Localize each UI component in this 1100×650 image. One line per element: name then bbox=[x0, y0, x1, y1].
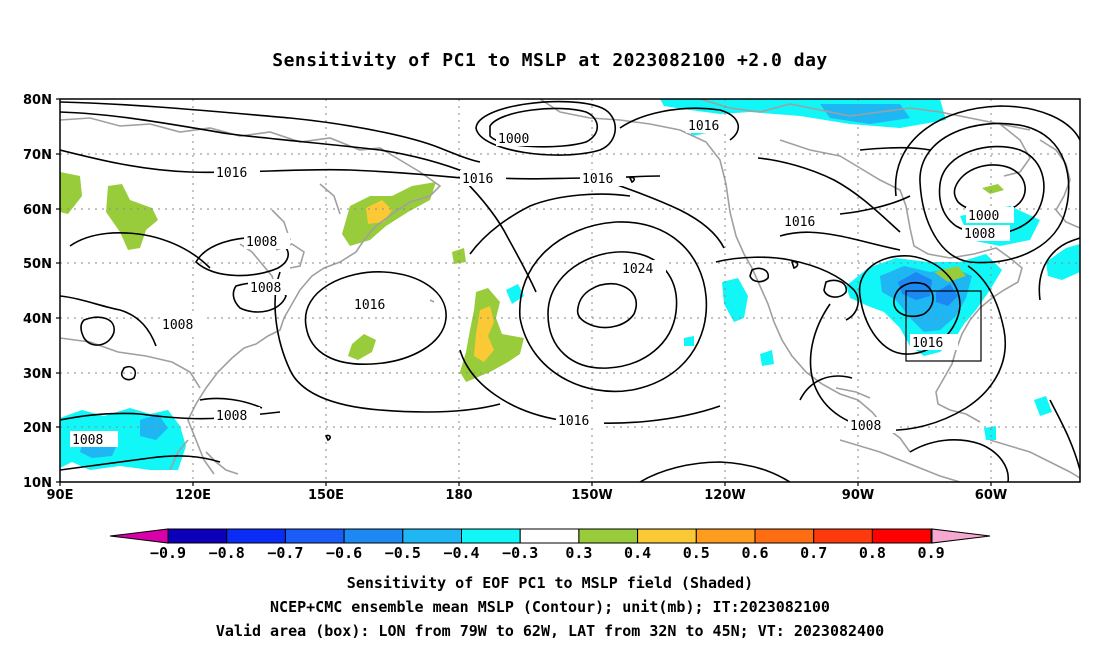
grid-lines bbox=[60, 99, 1080, 482]
colorbar-cell bbox=[813, 528, 873, 544]
caption-line-3: Valid area (box): LON from 79W to 62W, L… bbox=[215, 622, 885, 640]
contour-label: 1008 bbox=[216, 409, 247, 424]
shade-cyan bbox=[760, 350, 774, 366]
contour-label: 1008 bbox=[850, 419, 881, 434]
colorbar-cell bbox=[754, 528, 815, 544]
shade-cyan bbox=[1046, 244, 1080, 280]
colorbar-cell bbox=[461, 528, 521, 544]
lat-label: 80N bbox=[23, 93, 52, 108]
colorbar-cell bbox=[284, 528, 345, 544]
colorbar-tick-label: −0.6 bbox=[326, 544, 362, 562]
colorbar-cell bbox=[871, 528, 932, 544]
map-frame bbox=[59, 98, 1081, 483]
shade-cyan bbox=[684, 336, 694, 346]
contour-label: 1000 bbox=[498, 132, 529, 147]
contour-label: 1024 bbox=[622, 262, 653, 277]
contour-label: 1016 bbox=[558, 414, 589, 429]
lat-label: 50N bbox=[23, 257, 52, 272]
colorbar-right-arrow bbox=[931, 528, 991, 544]
lon-label: 90E bbox=[47, 488, 74, 503]
contour-label: 1008 bbox=[72, 433, 103, 448]
colorbar-tick-label: −0.7 bbox=[267, 544, 303, 562]
shade-cyan bbox=[984, 426, 996, 440]
contour-label: 1016 bbox=[784, 215, 815, 230]
latitude-labels: 80N 70N 60N 50N 40N 30N 20N 10N bbox=[23, 93, 52, 491]
contour-label: 1008 bbox=[964, 227, 995, 242]
colorbar-cell bbox=[226, 528, 286, 544]
lon-label: 120E bbox=[175, 488, 211, 503]
contour-label: 1008 bbox=[162, 318, 193, 333]
colorbar-cell bbox=[343, 528, 404, 544]
tick-marks bbox=[56, 98, 992, 486]
colorbar-left-arrow bbox=[109, 528, 169, 544]
colorbar-tick-label: 0.9 bbox=[918, 544, 945, 562]
contour-label-bg bbox=[70, 117, 1014, 447]
contour-label: 1000 bbox=[968, 209, 999, 224]
contour-label: 1016 bbox=[582, 172, 613, 187]
shade-blue bbox=[140, 414, 168, 440]
longitude-labels: 90E 120E 150E 180 150W 120W 90W 60W bbox=[47, 488, 1008, 503]
shade-green bbox=[452, 248, 466, 264]
contour-labels: 1000 1000 1008 1008 1008 1008 1008 1008 … bbox=[72, 119, 999, 448]
caption-line-2: NCEP+CMC ensemble mean MSLP (Contour); u… bbox=[270, 598, 830, 616]
colorbar-tick-label: −0.9 bbox=[150, 544, 186, 562]
contour-label: 1016 bbox=[688, 119, 719, 134]
colorbar-tick-label: 0.6 bbox=[741, 544, 768, 562]
colorbar-tick-label: −0.5 bbox=[385, 544, 421, 562]
sensitivity-shading bbox=[60, 99, 1080, 470]
shade-green bbox=[106, 184, 158, 250]
lon-label: 90W bbox=[842, 488, 874, 503]
contour-label: 1008 bbox=[246, 235, 277, 250]
valid-area-box bbox=[905, 290, 982, 362]
colorbar-cell bbox=[637, 528, 697, 544]
lat-label: 70N bbox=[23, 148, 52, 163]
colorbar-tick-label: −0.3 bbox=[502, 544, 538, 562]
colorbar-cell bbox=[519, 528, 580, 544]
lon-label: 150E bbox=[308, 488, 344, 503]
shade-green bbox=[60, 172, 82, 214]
contour-label: 1016 bbox=[462, 172, 493, 187]
lon-label: 120W bbox=[704, 488, 745, 503]
lon-label: 60W bbox=[975, 488, 1007, 503]
shade-cyan bbox=[506, 284, 524, 304]
shade-cyan bbox=[1034, 396, 1052, 416]
lat-label: 20N bbox=[23, 421, 52, 436]
chart-title: Sensitivity of PC1 to MSLP at 2023082100… bbox=[272, 50, 828, 71]
contour-label: 1016 bbox=[216, 166, 247, 181]
colorbar-tick-label: 0.5 bbox=[683, 544, 710, 562]
lat-label: 60N bbox=[23, 203, 52, 218]
colorbar-tick-label: −0.8 bbox=[209, 544, 245, 562]
shade-green bbox=[348, 334, 376, 360]
lon-label: 150W bbox=[571, 488, 612, 503]
lat-label: 10N bbox=[23, 476, 52, 491]
colorbar-cell bbox=[578, 528, 639, 544]
contour-label: 1016 bbox=[912, 336, 943, 351]
colorbar-tick-label: −0.4 bbox=[443, 544, 479, 562]
colorbar-tick-label: 0.8 bbox=[859, 544, 886, 562]
colorbar-tick-label: 0.4 bbox=[624, 544, 651, 562]
contour-label: 1016 bbox=[354, 298, 385, 313]
shade-cyan bbox=[722, 278, 748, 322]
coastlines bbox=[60, 99, 1080, 482]
shade-medblue bbox=[936, 284, 958, 306]
colorbar-cell bbox=[167, 528, 228, 544]
contour-label: 1008 bbox=[250, 281, 281, 296]
lon-label: 180 bbox=[445, 488, 472, 503]
colorbar: −0.9 −0.8 −0.7 −0.6 −0.5 −0.4 −0.3 0.3 0.4 0.5 0.6… bbox=[109, 528, 991, 562]
lat-label: 30N bbox=[23, 367, 52, 382]
colorbar-cell bbox=[402, 528, 462, 544]
shade-green bbox=[982, 184, 1004, 194]
caption-line-1: Sensitivity of EOF PC1 to MSLP field (Sh… bbox=[346, 574, 754, 592]
mslp-contours bbox=[60, 100, 1080, 482]
colorbar-cell bbox=[695, 528, 756, 544]
shade-yellow bbox=[474, 306, 494, 362]
colorbar-tick-label: 0.7 bbox=[800, 544, 827, 562]
shade-green bbox=[460, 288, 524, 382]
colorbar-tick-label: 0.3 bbox=[565, 544, 592, 562]
lat-label: 40N bbox=[23, 312, 52, 327]
